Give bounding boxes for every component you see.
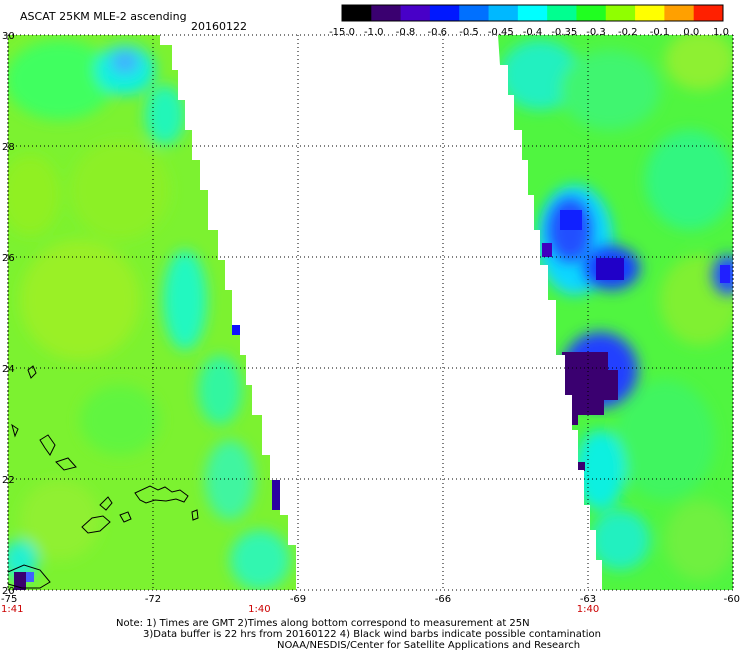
colorbar-swatch-3 xyxy=(429,5,460,21)
time-label-2: 1:40 xyxy=(577,604,599,615)
colorbar-label-0: -15.0 xyxy=(329,27,355,38)
time-axis: 1:41 1:40 1:40 xyxy=(1,604,599,615)
time-label-0: 1:41 xyxy=(1,604,23,615)
lon-tick-label-5: -60 xyxy=(724,594,740,605)
lon-tick-label-4: -63 xyxy=(580,594,596,605)
island-exuma xyxy=(55,457,77,471)
lat-tick-label-1: 22 xyxy=(2,475,15,486)
colorbar-label-11: 0.0 xyxy=(683,27,699,38)
colorbar-swatch-4 xyxy=(459,5,490,21)
time-label-1: 1:40 xyxy=(248,604,270,615)
swath-east xyxy=(498,35,733,590)
lat-axis: 20 22 24 26 28 30 xyxy=(2,31,15,597)
note-line-1: Note: 1) Times are GMT 2)Times along bot… xyxy=(116,618,530,629)
lat-tick-label-4: 28 xyxy=(2,142,15,153)
note-line-2: 3)Data buffer is 22 hrs from 20160122 4)… xyxy=(143,629,601,640)
colorbar-label-6: -0.4 xyxy=(523,27,543,38)
colorbar-swatch-0 xyxy=(342,5,372,21)
lat-tick-label-5: 30 xyxy=(2,31,15,42)
island-acklins xyxy=(99,496,113,511)
note-line-3: NOAA/NESDIS/Center for Satellite Applica… xyxy=(277,640,580,650)
colorbar-swatch-12 xyxy=(693,5,724,21)
coastlines xyxy=(7,365,199,589)
lon-tick-label-3: -66 xyxy=(435,594,451,605)
island-long xyxy=(39,434,56,456)
island-hispaniola-west xyxy=(7,564,51,589)
colorbar-label-12: 1.0 xyxy=(713,27,729,38)
colorbar-swatch-10 xyxy=(635,5,665,21)
colorbar-label-5: -0.45 xyxy=(488,27,514,38)
colorbar-label-8: -0.3 xyxy=(586,27,606,38)
colorbar-label-9: -0.2 xyxy=(618,27,638,38)
colorbar-swatch-7 xyxy=(547,5,577,21)
lon-tick-label-2: -69 xyxy=(290,594,306,605)
colorbar-label-4: -0.5 xyxy=(459,27,479,38)
island-cuba-east xyxy=(134,485,189,504)
colorbar-label-10: -0.1 xyxy=(650,27,670,38)
chart-title: ASCAT 25KM MLE-2 ascending xyxy=(20,10,187,23)
swath-west xyxy=(8,35,296,590)
colorbar-swatch-1 xyxy=(371,5,402,21)
colorbar-frame xyxy=(341,4,724,22)
colorbar-swatch-8 xyxy=(576,5,607,21)
lat-tick-label-0: 20 xyxy=(2,586,15,597)
colorbar-swatch-11 xyxy=(664,5,695,21)
colorbar-label-7: -0.35 xyxy=(551,27,577,38)
lat-tick-label-3: 26 xyxy=(2,253,15,264)
chart-date: 20160122 xyxy=(191,20,247,33)
lat-tick-label-2: 24 xyxy=(2,364,15,375)
colorbar: -15.0 -1.0 -0.8 -0.6 -0.5 -0.45 -0.4 -0.35 -0.3 -… xyxy=(329,4,729,38)
colorbar-swatch-5 xyxy=(488,5,519,21)
colorbar-swatch-6 xyxy=(517,5,548,21)
island-san-salvador xyxy=(11,423,19,438)
colorbar-label-2: -0.8 xyxy=(396,27,416,38)
island-cat xyxy=(27,365,37,379)
colorbar-label-1: -1.0 xyxy=(364,27,384,38)
lon-axis: -75 -72 -69 -66 -63 -60 xyxy=(1,594,740,605)
island-crooked xyxy=(119,511,132,523)
colorbar-swatch-2 xyxy=(400,5,431,21)
lon-tick-label-1: -72 xyxy=(145,594,161,605)
island-great-inagua xyxy=(81,515,111,534)
colorbar-label-3: -0.6 xyxy=(427,27,447,38)
colorbar-swatch-9 xyxy=(605,5,636,21)
lon-tick-label-0: -75 xyxy=(1,594,17,605)
island-turks xyxy=(191,509,199,521)
